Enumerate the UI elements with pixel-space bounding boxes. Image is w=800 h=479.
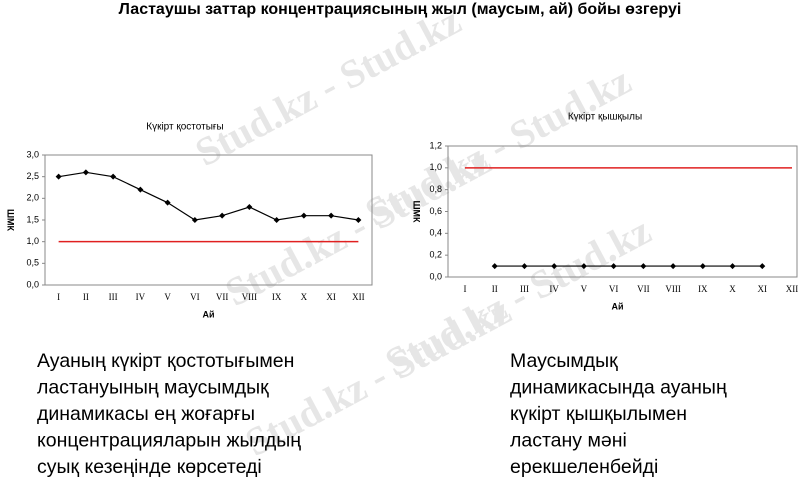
data-point [300,212,307,219]
y-tick-label: 1,0 [26,236,39,246]
caption-line: динамикасы ең жоғарғы [37,403,255,425]
data-point [521,263,528,270]
data-point [670,263,677,270]
x-tick-label: IV [136,292,146,302]
y-tick-label: 2,5 [26,171,39,181]
data-point [164,199,171,206]
data-point [273,217,280,223]
y-axis-label: ШМК [412,200,422,223]
caption-line: суық кезеңінде көрсетеді [37,456,262,478]
x-tick-label: XII [786,284,799,294]
y-tick-label: 0,0 [26,279,39,289]
y-tick-label: 3,0 [26,149,39,159]
caption-line: ластануының маусымдық [37,377,269,399]
x-tick-label: XI [758,284,768,294]
y-tick-label: 0,5 [26,258,39,268]
y-tick-label: 0,6 [429,206,442,216]
caption-line: концентрацияларын жылдың [37,430,301,452]
x-tick-label: IX [698,284,708,294]
data-point [699,263,706,270]
x-tick-label: VI [190,292,200,302]
data-point [729,263,736,270]
y-tick-label: 1,2 [429,140,442,150]
x-tick-label: XI [326,292,336,302]
x-tick-label: XII [352,292,365,302]
data-point [759,263,766,270]
x-tick-label: VIII [242,292,258,302]
x-tick-label: VIII [665,284,681,294]
watermark: Stud.kz - Stud.kz [188,0,468,175]
caption-line: Ауаның күкірт қостотығымен [37,350,294,372]
data-point [137,186,144,193]
data-point [328,212,335,219]
data-point [55,173,62,180]
series-line [58,171,359,221]
y-tick-label: 1,0 [429,162,442,172]
x-tick-label: IX [272,292,282,302]
data-point [110,173,117,180]
x-tick-label: III [520,284,529,294]
y-tick-label: 0,4 [429,228,442,238]
x-tick-label: V [164,292,171,302]
x-tick-label: V [581,284,588,294]
x-tick-label: VII [637,284,650,294]
data-point [640,263,647,270]
caption-line: Маусымдық [510,350,618,372]
x-tick-label: I [464,284,467,294]
data-point [191,217,198,223]
x-tick-label: X [729,284,736,294]
caption-line: күкірт қышқылымен [510,403,687,425]
y-tick-label: 1,5 [26,214,39,224]
data-point [610,263,617,270]
x-tick-label: III [109,292,118,302]
data-point [355,217,362,223]
slide-title: Ластаушы заттар концентрациясының жыл (м… [119,1,682,18]
caption-line: динамикасында ауаның [510,377,727,399]
y-axis-label: ШМК [6,209,16,232]
chart-title: Күкірт қостотығы [146,122,223,133]
data-point [551,263,558,270]
x-axis-label: Ай [202,309,214,319]
x-tick-label: II [492,284,498,294]
x-tick-label: II [83,292,89,302]
x-axis-label: Ай [611,301,623,311]
data-point [246,204,253,210]
y-tick-label: 0,8 [429,184,442,194]
y-tick-label: 0,0 [429,271,442,281]
caption-line: ластану мәні [510,430,627,452]
x-tick-label: VI [609,284,619,294]
x-tick-label: IV [549,284,559,294]
data-point [82,169,89,176]
chart-title: Күкірт қышқылы [568,112,642,123]
x-tick-label: VII [216,292,229,302]
y-tick-label: 2,0 [26,193,39,203]
data-point [491,263,498,270]
caption-line: ерекшеленбейді [510,456,658,478]
data-point [580,263,587,270]
x-tick-label: I [57,292,60,302]
y-tick-label: 0,2 [429,250,442,260]
x-tick-label: X [301,292,308,302]
data-point [219,212,226,219]
